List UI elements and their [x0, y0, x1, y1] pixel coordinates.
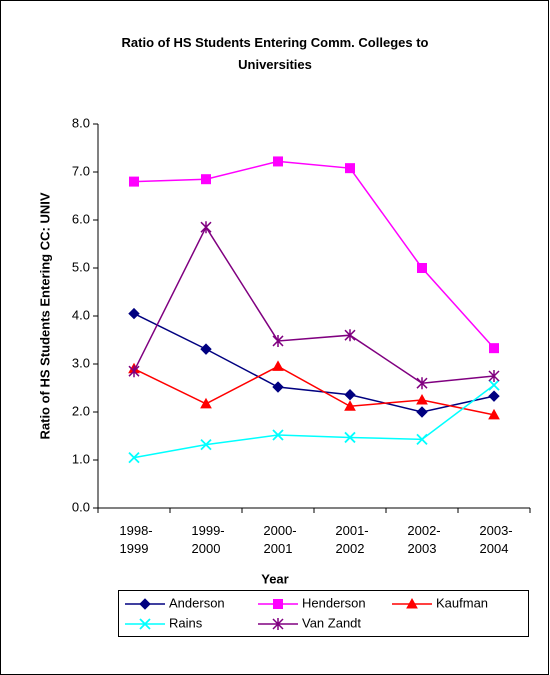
legend-label: Rains: [169, 615, 203, 630]
data-point: [200, 221, 212, 234]
legend-label: Anderson: [169, 595, 225, 610]
y-tick-label: 7.0: [72, 163, 90, 178]
data-point: [201, 174, 211, 185]
series-line: [133, 312, 495, 413]
data-point: [345, 163, 355, 174]
data-point: [128, 451, 140, 464]
x-tick-label: 2001-2002: [335, 523, 368, 556]
legend-label: Kaufman: [436, 595, 488, 610]
series-line: [133, 384, 495, 459]
legend-marker: [272, 618, 284, 630]
series-line: [133, 225, 495, 384]
data-point: [128, 365, 140, 378]
y-tick-label: 5.0: [72, 259, 90, 274]
legend-marker: [406, 597, 418, 609]
data-point: [344, 400, 356, 411]
data-point: [488, 390, 500, 402]
legend-label: Van Zandt: [302, 615, 361, 630]
data-point: [488, 408, 500, 420]
data-point: [273, 156, 283, 167]
data-point: [417, 263, 427, 273]
y-tick-label: 4.0: [72, 307, 90, 322]
legend-marker: [273, 599, 283, 609]
series-line: [133, 365, 495, 416]
y-tick-label: 1.0: [72, 451, 90, 466]
data-point: [416, 377, 428, 390]
series-line: [133, 160, 495, 349]
y-tick-label: 2.0: [72, 403, 90, 418]
data-point: [272, 381, 284, 393]
data-point: [488, 379, 500, 391]
data-point: [272, 334, 284, 347]
data-point: [272, 429, 284, 441]
data-point: [416, 393, 428, 405]
data-point: [200, 397, 212, 409]
data-point: [344, 329, 356, 342]
x-tick-label: 2000-2001: [263, 523, 296, 556]
legend-marker: [139, 618, 151, 630]
x-tick-label: 2002-2003: [407, 523, 440, 556]
y-tick-label: 3.0: [72, 355, 90, 370]
data-point: [344, 431, 356, 444]
data-point: [128, 307, 140, 320]
data-point: [488, 370, 500, 382]
chart-title: Ratio of HS Students Entering Comm. Coll…: [122, 35, 429, 72]
data-point: [344, 389, 356, 401]
x-tick-label: 1998-1999: [119, 523, 152, 556]
y-axis-title: Ratio of HS Students Entering CC: UNIV: [37, 192, 52, 439]
data-point: [416, 406, 428, 418]
x-axis-title: Year: [261, 571, 288, 586]
legend-box: [118, 590, 529, 637]
data-point: [200, 343, 212, 355]
data-point: [416, 433, 428, 445]
y-tick-label: 0.0: [72, 499, 90, 514]
legend-label: Henderson: [302, 595, 366, 610]
data-point: [489, 343, 499, 354]
data-point: [129, 176, 139, 187]
y-tick-label: 6.0: [72, 211, 90, 226]
data-point: [272, 360, 284, 371]
x-tick-label: 1999-2000: [191, 523, 224, 556]
x-tick-label: 2003-2004: [479, 523, 512, 556]
legend-marker: [139, 598, 151, 610]
data-point: [200, 439, 212, 451]
y-tick-label: 8.0: [72, 115, 90, 130]
